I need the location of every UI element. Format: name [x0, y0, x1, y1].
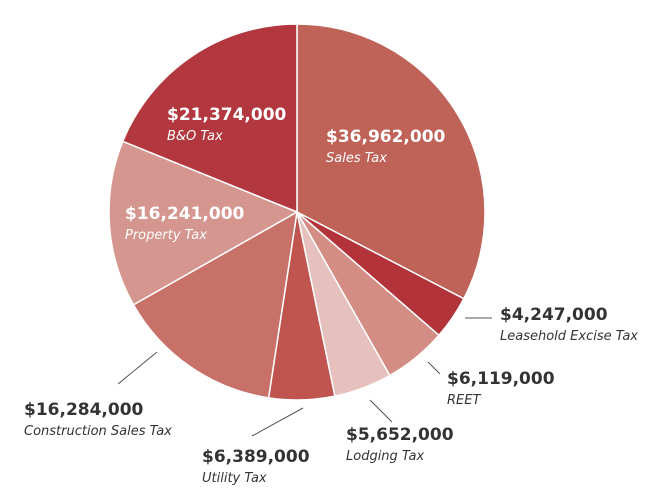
pie-slices [108, 23, 486, 401]
category-label-property-tax: Property Tax [125, 228, 207, 243]
leader-lines [117, 317, 492, 437]
value-label-bando-tax: $21,374,000 [167, 105, 287, 125]
value-label-utility-tax: $6,389,000 [202, 447, 310, 467]
category-label-reet: REET [447, 393, 481, 408]
pie-slice-property-tax [108, 140, 299, 306]
category-label-sales-tax: Sales Tax [326, 151, 387, 166]
pie-slice-construction-sales-tax [132, 210, 298, 399]
category-label-construction-sales-tax: Construction Sales Tax [24, 424, 172, 439]
value-label-construction-sales-tax: $16,284,000 [24, 400, 144, 420]
category-label-lodging-tax: Lodging Tax [346, 449, 424, 464]
leader-line-reet [427, 361, 441, 375]
slice-labels: $36,962,000 Sales Tax $4,247,000 Leasehold … [24, 105, 638, 486]
category-label-bando-tax: B&O Tax [167, 129, 223, 144]
leader-line-utility-tax [251, 407, 304, 437]
value-label-leasehold-excise-tax: $4,247,000 [500, 305, 608, 325]
leader-line-construction-sales-tax [117, 351, 158, 385]
category-label-leasehold-excise-tax: Leasehold Excise Tax [500, 329, 638, 344]
category-label-utility-tax: Utility Tax [202, 471, 267, 486]
value-label-reet: $6,119,000 [447, 369, 555, 389]
value-label-sales-tax: $36,962,000 [326, 127, 446, 147]
value-label-lodging-tax: $5,652,000 [346, 425, 454, 445]
pie-slice-sales-tax [296, 23, 486, 300]
leader-line-lodging-tax [369, 399, 393, 423]
value-label-property-tax: $16,241,000 [125, 204, 245, 224]
pie-slice-bando-tax [121, 23, 298, 214]
